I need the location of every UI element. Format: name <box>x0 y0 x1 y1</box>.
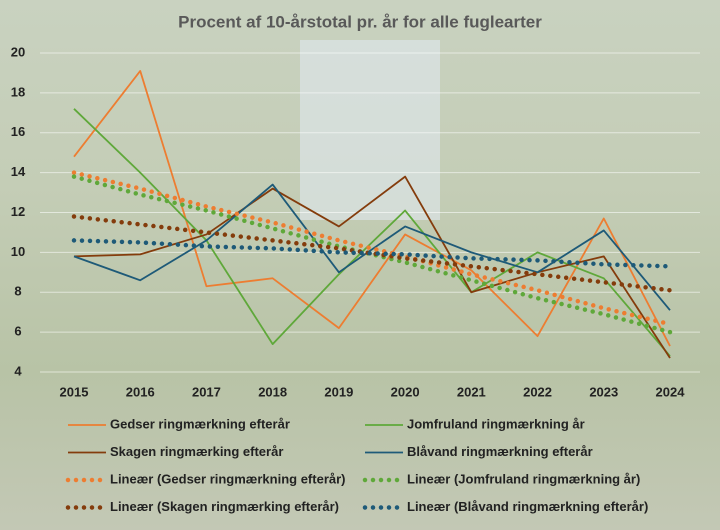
y-tick-label: 16 <box>11 124 25 139</box>
trend-line <box>71 170 673 327</box>
trend-line <box>71 238 673 269</box>
y-tick-label: 4 <box>14 363 22 378</box>
x-tick-label: 2019 <box>324 384 353 399</box>
x-tick-label: 2023 <box>589 384 618 399</box>
legend-label: Lineær (Gedser ringmærkning efterår) <box>110 471 346 486</box>
x-tick-label: 2020 <box>391 384 420 399</box>
trend-line <box>71 174 673 335</box>
y-tick-label: 12 <box>11 204 25 219</box>
y-tick-label: 8 <box>14 284 21 299</box>
x-tick-label: 2021 <box>457 384 486 399</box>
data-line <box>73 175 671 359</box>
y-tick-label: 6 <box>14 324 21 339</box>
chart-title: Procent af 10-årstotal pr. år for alle f… <box>178 12 542 31</box>
y-tick-label: 10 <box>11 244 25 259</box>
y-tick-label: 14 <box>11 164 26 179</box>
legend-label: Gedser ringmærkning efterår <box>110 416 290 431</box>
legend-label: Lineær (Jomfruland ringmærkning år) <box>407 471 640 486</box>
data-line <box>73 183 671 311</box>
legend-label: Blåvand ringmærkning efterår <box>407 444 593 459</box>
x-tick-label: 2015 <box>60 384 89 399</box>
legend-label: Lineær (Skagen ringmærking efterår) <box>110 499 339 514</box>
y-tick-label: 20 <box>11 44 25 59</box>
legend-label: Jomfruland ringmærkning år <box>407 416 585 431</box>
legend-label: Lineær (Blåvand ringmærkning efterår) <box>407 499 648 514</box>
y-tick-label: 18 <box>11 84 25 99</box>
x-tick-label: 2022 <box>523 384 552 399</box>
x-tick-label: 2018 <box>258 384 287 399</box>
data-line <box>73 108 671 357</box>
data-line <box>73 70 671 347</box>
sky <box>300 40 440 220</box>
x-tick-label: 2017 <box>192 384 221 399</box>
x-tick-label: 2016 <box>126 384 155 399</box>
x-tick-label: 2024 <box>656 384 686 399</box>
legend-label: Skagen ringmærking efterår <box>110 444 283 459</box>
